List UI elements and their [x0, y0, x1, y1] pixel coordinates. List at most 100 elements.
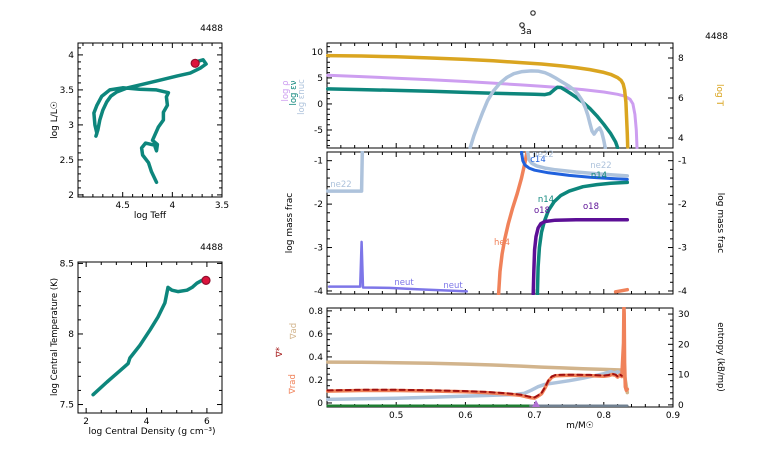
x-tick-label: 0.9 — [666, 411, 681, 421]
x-tick-label: 4 — [144, 417, 150, 427]
y2-tick-label: 0 — [678, 401, 684, 411]
chart-label: log Teff — [134, 211, 167, 221]
chart-label: neut — [443, 281, 463, 291]
chart-label: ∇ad — [289, 323, 299, 340]
chart-label: 3a — [520, 27, 531, 37]
plot-frame — [77, 261, 223, 414]
chart-label: o18 — [583, 202, 599, 212]
y-tick-label: 2.5 — [60, 156, 74, 166]
chart-label: neut — [394, 278, 414, 288]
series-log-eps-nuc — [468, 69, 607, 149]
chart-label: log Central Temperature (K) — [50, 278, 60, 396]
circle-marker — [190, 58, 200, 68]
series-c14 — [520, 151, 629, 181]
y-tick-label: 5 — [317, 74, 323, 84]
chart-label: ∇* — [275, 347, 285, 358]
series-n14 — [535, 180, 630, 295]
chart-label: he4 — [494, 238, 510, 248]
y2-tick-label: -1 — [678, 157, 687, 167]
series-neut — [327, 240, 469, 293]
series-central-conditions-track — [91, 278, 208, 397]
y-tick-label: 3 — [68, 121, 74, 131]
y-tick-label: 4 — [68, 51, 74, 61]
series-ne22-core — [326, 151, 365, 193]
chart-label: o18 — [534, 206, 550, 216]
chart-label: ne22 — [590, 161, 611, 171]
series-evolution-track — [92, 58, 208, 185]
y2-tick-label: 20 — [678, 340, 690, 350]
x-tick-label: 4.5 — [116, 201, 130, 211]
y2-tick-label: -4 — [678, 287, 687, 297]
chart-label: m/M☉ — [566, 421, 594, 431]
chart-label: log L/L☉ — [50, 101, 60, 139]
chart-label: c14 — [530, 155, 546, 165]
y2-tick-label: 30 — [678, 310, 690, 320]
series-log-eps-nu — [326, 85, 620, 149]
y2-tick-label: 6 — [678, 94, 684, 104]
series-log-T — [326, 53, 630, 149]
chart-tc-rhoc: 2 4 6 7.5 8 8.5 4488 log Central Density (g cm⁻… — [50, 243, 223, 437]
chart-label: log T — [714, 84, 724, 107]
chart-hr-diagram: 4.5 4 3.5 2 2.5 3 3.5 4 4488 log Teff log L/L☉ — [50, 24, 229, 221]
x-tick-label: 6 — [204, 417, 210, 427]
chart-label: ∇rad — [288, 374, 298, 395]
y2-tick-label: 8 — [678, 54, 684, 64]
series-o18 — [531, 217, 630, 295]
triangle-marker — [532, 400, 540, 407]
series-ne22-envelope — [525, 151, 630, 178]
y-tick-label: -5 — [314, 126, 323, 136]
chart-label: 4488 — [200, 243, 223, 253]
y2-tick-label: -2 — [678, 200, 687, 210]
chart-label: log mass frac — [715, 193, 725, 253]
x-tick-label: 0.6 — [458, 411, 473, 421]
y-tick-label: 10 — [312, 48, 324, 58]
circle-marker — [201, 275, 211, 285]
x-tick-label: 4 — [169, 201, 175, 211]
y-tick-label: 2 — [68, 191, 74, 201]
x-tick-label: 3.5 — [215, 201, 229, 211]
chart-label: 4488 — [200, 24, 223, 34]
y-tick-label: 0.2 — [309, 376, 323, 386]
series-he4-surface — [613, 287, 630, 294]
y-tick-label: 3.5 — [60, 86, 74, 96]
series-he4 — [496, 151, 529, 295]
plot-frame — [326, 42, 674, 149]
chart-label: log εnuc — [297, 79, 307, 115]
chart-label: entropy (kB/mp) — [715, 322, 725, 392]
y-tick-label: 0 — [317, 399, 323, 409]
y-tick-label: 8.5 — [60, 259, 74, 269]
y-tick-label: 0 — [317, 100, 323, 110]
chart-label: log mass frac — [285, 193, 295, 253]
y-tick-label: 0.6 — [309, 330, 324, 340]
y-tick-label: -1 — [314, 157, 323, 167]
chart-label: log Central Density (g cm⁻³) — [89, 427, 216, 437]
x-tick-label: 0.8 — [597, 411, 612, 421]
x-tick-label: 0.7 — [527, 411, 541, 421]
y-tick-label: 0.4 — [309, 353, 324, 363]
y-tick-label: 7.5 — [60, 401, 74, 411]
y2-tick-label: -3 — [678, 244, 687, 254]
y-tick-label: -3 — [314, 244, 323, 254]
chart-label: ne22 — [532, 150, 553, 160]
chart-label: ne22 — [330, 180, 351, 190]
chart-label: n14 — [591, 171, 607, 181]
series-grad-rad — [326, 307, 630, 400]
y-tick-label: 0.8 — [309, 307, 324, 317]
circle-marker — [530, 10, 536, 16]
plot-frame — [77, 42, 223, 198]
y-tick-label: -2 — [314, 200, 323, 210]
x-tick-label: 2 — [83, 417, 89, 427]
series-grad-star — [326, 372, 623, 399]
chart-profile-gradients: 0.5 0.6 0.7 0.8 0.900.20.40.60.80102030m/M☉∇… — [275, 307, 725, 431]
chart-label: n14 — [538, 195, 554, 205]
chart-profile-abundances: -1 -2 -3 -4 -1 -2 -3 -4 log mass frac log mass fr… — [285, 150, 725, 297]
y2-tick-label: 4 — [678, 134, 684, 144]
circle-marker — [519, 22, 525, 28]
chart-label: log εν — [289, 80, 299, 105]
chart-label: 4488 — [705, 32, 728, 42]
y2-tick-label: 10 — [678, 371, 690, 381]
x-tick-label: 0.5 — [389, 411, 403, 421]
